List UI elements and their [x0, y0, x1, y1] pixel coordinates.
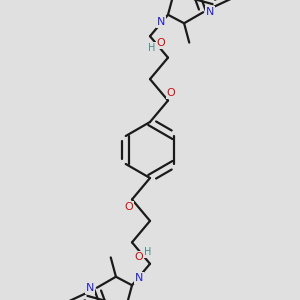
Text: O: O [124, 202, 134, 212]
Text: H: H [148, 43, 156, 53]
Text: N: N [135, 273, 143, 283]
Text: N: N [206, 7, 214, 17]
Text: H: H [144, 247, 152, 257]
Text: N: N [86, 283, 94, 293]
Text: O: O [167, 88, 176, 98]
Text: O: O [135, 252, 143, 262]
Text: N: N [157, 17, 165, 27]
Text: O: O [157, 38, 165, 48]
